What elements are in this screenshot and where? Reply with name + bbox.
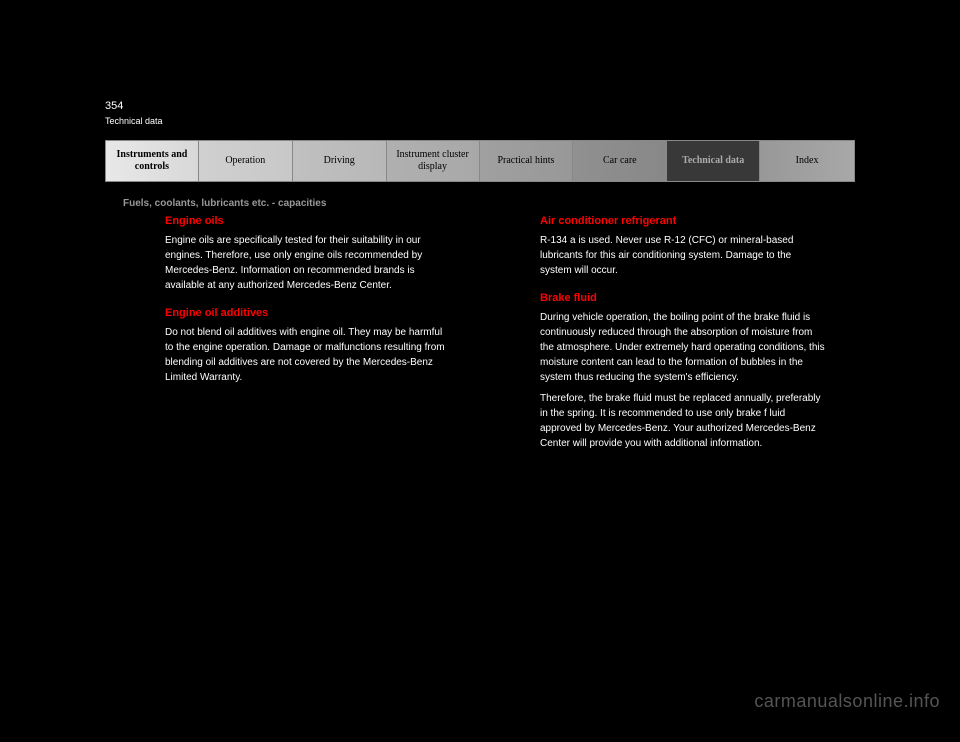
manual-page: 354 Technical data Instruments and contr… [105, 100, 855, 457]
paragraph: R-134 a is used. Never use R-12 (CFC) or… [540, 233, 825, 278]
tab-car-care[interactable]: Car care [573, 141, 667, 181]
body-text: R-134 a is used. Never use R-12 (CFC) or… [540, 233, 825, 278]
left-column: Engine oils Engine oils are specifically… [105, 215, 450, 457]
tab-driving[interactable]: Driving [293, 141, 387, 181]
paragraph: Engine oils are specifically tested for … [165, 233, 450, 293]
page-number: 354 [105, 100, 855, 112]
nav-tabs: Instruments and controls Operation Drivi… [105, 140, 855, 182]
tab-practical-hints[interactable]: Practical hints [480, 141, 574, 181]
right-column: Air conditioner refrigerant R-134 a is u… [480, 215, 825, 457]
paragraph: During vehicle operation, the boiling po… [540, 310, 825, 385]
body-text: Engine oils are specifically tested for … [165, 233, 450, 293]
tab-instrument-cluster-display[interactable]: Instrument cluster display [387, 141, 480, 181]
heading-engine-oils: Engine oils [165, 215, 450, 227]
watermark: carmanualsonline.info [754, 691, 940, 712]
tab-instruments-controls[interactable]: Instruments and controls [106, 141, 199, 181]
body-text: During vehicle operation, the boiling po… [540, 310, 825, 451]
content-columns: Engine oils Engine oils are specifically… [105, 215, 855, 457]
heading-air-conditioner-refrigerant: Air conditioner refrigerant [540, 215, 825, 227]
heading-brake-fluid: Brake fluid [540, 292, 825, 304]
heading-engine-oil-additives: Engine oil additives [165, 307, 450, 319]
body-text: Do not blend oil additives with engine o… [165, 325, 450, 385]
tab-index[interactable]: Index [760, 141, 854, 181]
paragraph: Therefore, the brake fluid must be repla… [540, 391, 825, 451]
page-subtitle: Technical data [105, 116, 855, 126]
tab-operation[interactable]: Operation [199, 141, 293, 181]
tab-technical-data[interactable]: Technical data [667, 141, 760, 181]
section-title: Fuels, coolants, lubricants etc. - capac… [123, 198, 855, 209]
paragraph: Do not blend oil additives with engine o… [165, 325, 450, 385]
